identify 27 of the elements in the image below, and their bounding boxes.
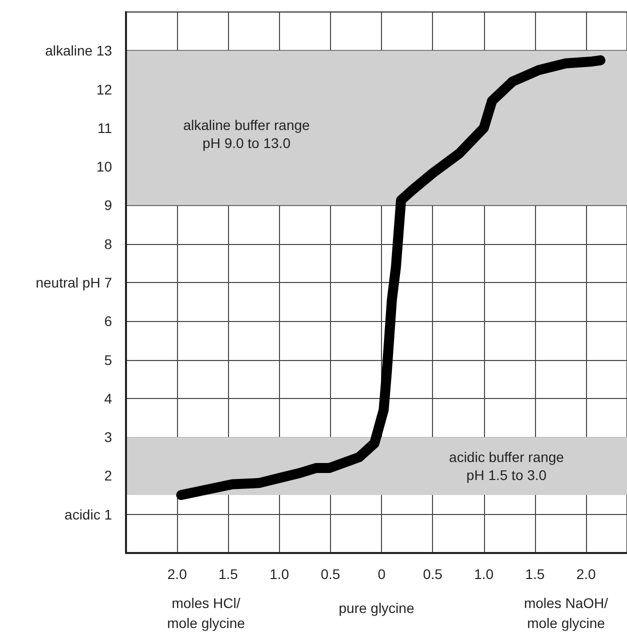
y-tick-label: 2 <box>104 468 112 484</box>
y-tick-label: 12 <box>96 81 112 98</box>
y-tick-label: acidic 1 <box>64 506 112 522</box>
y-tick-label: neutral pH 7 <box>36 274 112 290</box>
x-axis-title: pure glycine <box>338 600 414 616</box>
band-label: alkaline buffer range pH 9.0 to 13.0 <box>183 116 310 151</box>
text: moles HCl/ mole glycine <box>167 595 246 631</box>
y-tick-label: alkaline 13 <box>45 42 112 59</box>
y-tick-label: 9 <box>104 197 112 214</box>
y-tick-label: 5 <box>104 352 112 368</box>
y-tick-label: 4 <box>104 390 112 406</box>
y-tick-label: 11 <box>97 120 112 136</box>
x-tick-label: 0 <box>378 566 386 582</box>
x-tick-label: 2.0 <box>167 566 188 582</box>
y-tick-label: 6 <box>104 313 112 330</box>
x-tick-label: 1.0 <box>270 566 290 582</box>
x-tick-label: 2.0 <box>576 566 596 582</box>
x-tick-label: 0.5 <box>423 566 443 582</box>
y-tick-label: 10 <box>96 158 112 175</box>
band-label: acidic buffer range pH 1.5 to 3.0 <box>449 449 564 484</box>
x-tick-label: 1.0 <box>474 566 494 582</box>
text: moles NaOH/ mole glycine <box>524 595 608 631</box>
x-tick-label: 1.5 <box>218 566 238 582</box>
y-tick-label: 3 <box>104 429 112 446</box>
y-tick-label: 8 <box>104 236 112 252</box>
x-tick-label: 0.5 <box>320 566 340 582</box>
x-tick-label: 1.5 <box>525 566 545 582</box>
